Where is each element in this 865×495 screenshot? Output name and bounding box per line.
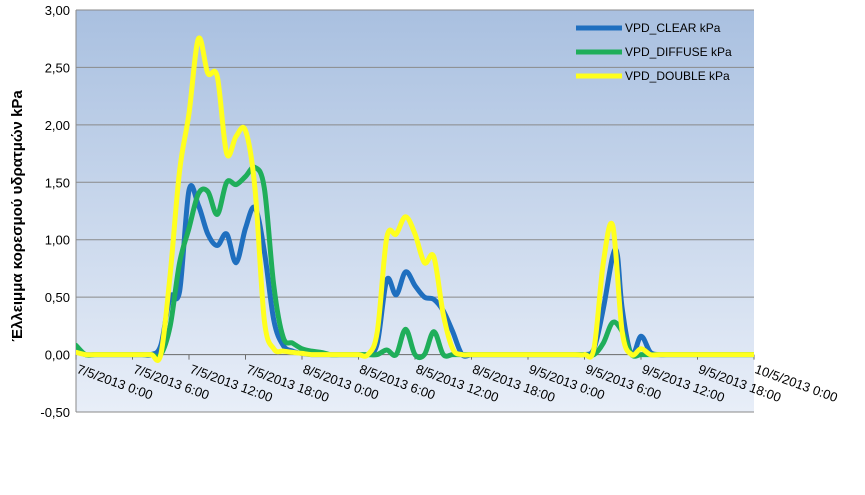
y-tick-labels: -0,50 0,00 0,50 1,00 1,50 2,00 2,50 3,00 [40, 3, 70, 420]
y-axis-label: Έλλειμμα κορεσμού υδρατμών kPa [9, 90, 26, 342]
legend-label: VPD_CLEAR kPa [625, 21, 721, 35]
y-tick-label: 2,50 [45, 60, 70, 75]
series-line-vpd-diffuse-kpa [76, 164, 754, 361]
series-line-vpd-double-kpa [76, 35, 754, 363]
y-tick-label: 3,00 [45, 3, 70, 18]
series-line-vpd-clear-kpa [76, 183, 754, 359]
y-tick-label: 1,50 [45, 175, 70, 190]
legend-label: VPD_DIFFUSE kPa [625, 45, 732, 59]
series-lines [76, 35, 754, 363]
legend: VPD_CLEAR kPa VPD_DIFFUSE kPa VPD_DOUBLE k… [576, 21, 732, 83]
y-tick-label: 0,50 [45, 290, 70, 305]
y-tick-label: 1,00 [45, 233, 70, 248]
y-tick-label: 0,00 [45, 348, 70, 363]
y-tick-label: 2,00 [45, 118, 70, 133]
y-tick-label: -0,50 [40, 405, 70, 420]
legend-label: VPD_DOUBLE kPa [625, 69, 730, 83]
